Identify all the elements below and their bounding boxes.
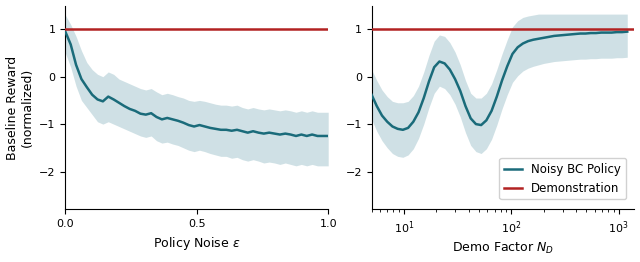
Noisy BC Policy: [556, 34, 563, 37]
Noisy BC Policy: [623, 30, 631, 33]
Noisy BC Policy: [425, 80, 433, 83]
Noisy BC Policy: [613, 31, 621, 34]
Noisy BC Policy: [415, 111, 422, 114]
Noisy BC Policy: [441, 62, 449, 65]
Legend: Noisy BC Policy, Demonstration: Noisy BC Policy, Demonstration: [499, 158, 626, 199]
Noisy BC Policy: [540, 36, 548, 39]
Noisy BC Policy: [378, 114, 386, 117]
Noisy BC Policy: [524, 40, 532, 43]
X-axis label: Demo Factor $N_D$: Demo Factor $N_D$: [452, 241, 554, 256]
Noisy BC Policy: [436, 60, 444, 63]
X-axis label: Policy Noise $\epsilon$: Policy Noise $\epsilon$: [153, 235, 241, 252]
Noisy BC Policy: [483, 119, 490, 122]
Noisy BC Policy: [602, 31, 610, 34]
Noisy BC Policy: [504, 65, 511, 68]
Noisy BC Policy: [383, 120, 391, 123]
Noisy BC Policy: [451, 78, 459, 81]
Noisy BC Policy: [618, 31, 626, 34]
Noisy BC Policy: [577, 32, 584, 35]
Noisy BC Policy: [509, 52, 516, 56]
Noisy BC Policy: [456, 89, 464, 92]
Noisy BC Policy: [566, 33, 573, 36]
Noisy BC Policy: [368, 93, 376, 96]
Noisy BC Policy: [404, 126, 412, 129]
Noisy BC Policy: [545, 35, 553, 39]
Noisy BC Policy: [582, 32, 589, 35]
Noisy BC Policy: [388, 125, 396, 128]
Noisy BC Policy: [519, 42, 527, 45]
Line: Noisy BC Policy: Noisy BC Policy: [372, 32, 627, 130]
Noisy BC Policy: [561, 33, 568, 36]
Noisy BC Policy: [430, 66, 438, 69]
Noisy BC Policy: [399, 128, 407, 131]
Noisy BC Policy: [461, 105, 469, 108]
Noisy BC Policy: [498, 79, 506, 82]
Noisy BC Policy: [587, 31, 595, 35]
Noisy BC Policy: [514, 46, 522, 49]
Noisy BC Policy: [394, 127, 401, 130]
Noisy BC Policy: [488, 109, 495, 112]
Noisy BC Policy: [477, 123, 485, 127]
Y-axis label: Baseline Reward
(normalized): Baseline Reward (normalized): [6, 56, 33, 160]
Noisy BC Policy: [529, 38, 537, 41]
Noisy BC Policy: [493, 95, 500, 98]
Noisy BC Policy: [597, 31, 605, 34]
Noisy BC Policy: [608, 31, 616, 34]
Noisy BC Policy: [572, 32, 579, 36]
Noisy BC Policy: [410, 120, 417, 123]
Noisy BC Policy: [420, 96, 428, 100]
Noisy BC Policy: [467, 117, 474, 120]
Noisy BC Policy: [446, 68, 454, 71]
Noisy BC Policy: [592, 31, 600, 35]
Noisy BC Policy: [534, 37, 542, 40]
Noisy BC Policy: [550, 34, 558, 37]
Noisy BC Policy: [373, 105, 381, 108]
Noisy BC Policy: [472, 123, 480, 126]
Demonstration: [292, 28, 300, 31]
